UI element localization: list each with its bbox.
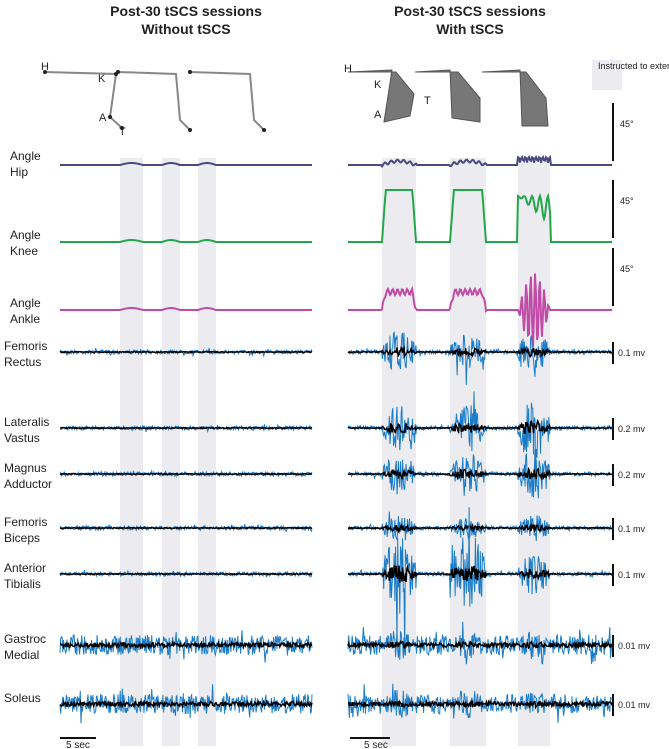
shaded-regions: [120, 158, 550, 746]
scale-label: 0.1 mv: [618, 524, 646, 534]
joint-label: A: [374, 109, 382, 121]
right-title: Post-30 tSCS sessions: [394, 3, 546, 19]
row-label: Medial: [4, 648, 39, 662]
legend-text: Instructed to extend knee: [598, 61, 669, 71]
joint-label: H: [41, 61, 49, 73]
row-label: Femoris: [4, 515, 47, 529]
emg-envelope: [60, 474, 312, 475]
row-label: Magnus: [4, 461, 47, 475]
scale-label: 0.1 mv: [618, 348, 646, 358]
left-title: Post-30 tSCS sessions: [110, 3, 262, 19]
row-label: Angle: [10, 228, 41, 242]
row-label: Lateralis: [4, 415, 49, 429]
row-label: Angle: [10, 149, 41, 163]
scale-label: 0.01 mv: [618, 641, 651, 651]
legend-label: Instructed to extend knee: [598, 61, 669, 71]
stick-joints-left: [43, 70, 266, 132]
joint-label: A: [99, 112, 107, 124]
row-label: Angle: [10, 296, 41, 310]
row-label: Soleus: [4, 691, 41, 705]
row-label: Rectus: [4, 355, 41, 369]
joint-label: H: [344, 63, 352, 75]
emg-envelope: [60, 352, 312, 353]
shaded-region: [382, 158, 416, 746]
scale-label: 0.2 mv: [618, 424, 646, 434]
shaded-region: [120, 158, 143, 746]
right-subtitle: With tSCS: [436, 21, 504, 37]
angle-trace: [60, 163, 312, 165]
shaded-region: [450, 158, 486, 746]
emg-envelope: [60, 574, 312, 575]
scale-label: 45°: [620, 196, 634, 206]
emg-envelope: [60, 428, 312, 429]
row-label: Adductor: [4, 477, 52, 491]
scale-label: 0.2 mv: [618, 470, 646, 480]
row-label: Tibialis: [4, 577, 41, 591]
angle-trace: [60, 308, 312, 310]
time-scale-label: 5 sec: [66, 740, 90, 749]
row-label: Anterior: [4, 561, 46, 575]
row-label: Hip: [10, 165, 28, 179]
row-label: Gastroc: [4, 632, 46, 646]
emg-envelope: [60, 528, 312, 529]
row-label: Femoris: [4, 339, 47, 353]
joint-label: T: [119, 126, 126, 138]
scale-label: 45°: [620, 264, 634, 274]
shaded-region: [162, 158, 180, 746]
time-scale-label: 5 sec: [364, 740, 388, 749]
shaded-region: [198, 158, 216, 746]
rows: Hip Angle 45° Knee Angle 45° Ankle Angle 45° Rect…: [4, 103, 651, 723]
row-label: Biceps: [4, 531, 40, 545]
joint-label: K: [98, 73, 106, 85]
joint-label: K: [374, 79, 382, 91]
scale-label: 0.1 mv: [618, 570, 646, 580]
angle-trace: [60, 240, 312, 242]
row-label: Knee: [10, 244, 38, 258]
stick-figures-left: [45, 72, 264, 130]
joint-label: T: [424, 95, 431, 107]
row-label: Ankle: [10, 312, 40, 326]
scale-label: 45°: [620, 119, 634, 129]
row-label: Vastus: [4, 431, 40, 445]
left-subtitle: Without tSCS: [141, 21, 230, 37]
scale-label: 0.01 mv: [618, 700, 651, 710]
